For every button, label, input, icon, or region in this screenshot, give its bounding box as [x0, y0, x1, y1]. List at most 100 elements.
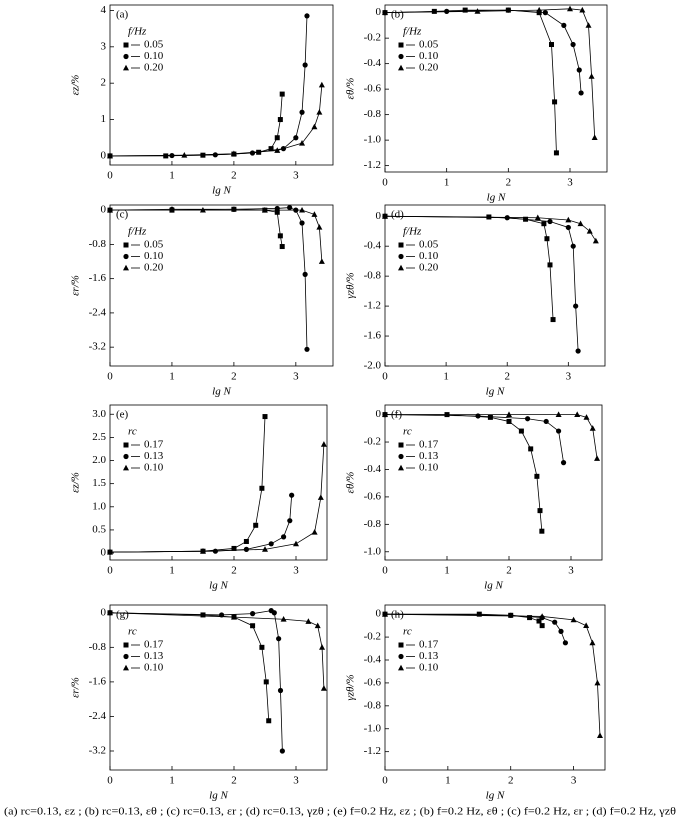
marker — [543, 418, 549, 425]
series-line — [384, 613, 601, 736]
marker — [259, 644, 265, 650]
marker — [525, 416, 531, 422]
marker — [271, 610, 277, 616]
marker — [561, 22, 567, 28]
legend-label: 0.05 — [419, 239, 439, 251]
marker — [293, 135, 299, 141]
marker — [299, 139, 306, 146]
x-tick-label: 0 — [107, 565, 113, 577]
marker — [320, 441, 327, 447]
marker — [299, 206, 306, 213]
y-tick-label: 1 — [101, 113, 107, 125]
marker — [539, 528, 545, 534]
legend-label: 0.10 — [144, 662, 164, 674]
legend-label: 0.05 — [144, 239, 164, 251]
marker — [274, 209, 280, 215]
legend-label: 0.05 — [144, 39, 164, 51]
y-tick-label: -0.8 — [364, 518, 382, 530]
y-tick-label: 2.5 — [92, 431, 106, 443]
marker — [316, 224, 323, 230]
legend-label: 0.13 — [144, 650, 164, 662]
y-tick-label: -1.2 — [364, 300, 381, 312]
marker — [123, 253, 129, 260]
marker — [552, 99, 558, 105]
marker — [565, 216, 572, 223]
marker — [506, 411, 512, 418]
marker — [268, 146, 274, 152]
legend-label: 0.05 — [419, 39, 439, 51]
marker — [462, 7, 468, 13]
y-axis-label: εz/% — [70, 472, 82, 493]
x-tick-label: 2 — [504, 371, 510, 383]
marker — [534, 473, 540, 479]
marker — [398, 453, 404, 460]
marker — [289, 492, 295, 498]
x-tick-label: 3 — [293, 775, 299, 787]
marker — [398, 53, 404, 60]
marker — [304, 346, 310, 352]
marker — [398, 64, 404, 71]
marker — [107, 152, 113, 159]
y-tick-label: 0.5 — [92, 523, 106, 535]
marker — [577, 220, 584, 227]
marker — [583, 414, 590, 420]
marker — [552, 619, 558, 625]
panel-label: (g) — [116, 609, 129, 621]
x-axis-label: lg N — [486, 386, 505, 398]
panel-label: (b) — [391, 9, 404, 21]
marker — [123, 64, 129, 71]
y-tick-label: 0 — [376, 408, 382, 420]
marker — [262, 414, 268, 420]
legend-label: 0.10 — [144, 250, 164, 262]
marker — [567, 5, 573, 12]
marker — [536, 618, 542, 624]
y-tick-label: 3.0 — [92, 408, 106, 420]
marker — [585, 22, 592, 28]
marker — [200, 548, 206, 554]
marker — [250, 623, 256, 629]
plot-frame — [109, 604, 328, 771]
marker — [556, 428, 562, 434]
y-axis-label: εr/% — [70, 677, 82, 698]
caption: (a) rc=0.13, εz ; (b) rc=0.13, εθ ; (c) … — [4, 806, 676, 818]
legend-title: f/Hz — [403, 226, 422, 238]
series-line — [109, 612, 325, 689]
marker — [266, 718, 272, 724]
marker — [398, 242, 404, 248]
marker — [107, 548, 113, 555]
marker — [506, 418, 512, 424]
y-tick-label: -2.4 — [89, 710, 107, 722]
marker — [123, 442, 129, 448]
marker — [231, 206, 237, 212]
marker — [123, 464, 129, 471]
legend-label: 0.17 — [144, 439, 164, 451]
x-tick-label: 2 — [231, 565, 237, 577]
marker — [536, 6, 543, 13]
marker — [279, 244, 285, 250]
marker — [476, 611, 482, 617]
marker — [318, 258, 325, 264]
plot-frame — [109, 204, 334, 367]
y-tick-label: 2.0 — [92, 454, 106, 466]
marker — [487, 414, 493, 420]
marker — [549, 42, 554, 48]
marker — [570, 616, 577, 623]
y-tick-label: -0.4 — [364, 654, 382, 666]
marker — [169, 206, 175, 212]
marker — [123, 653, 129, 660]
x-axis-label: lg N — [212, 185, 231, 197]
marker — [268, 541, 274, 547]
y-tick-label: -1.0 — [364, 545, 382, 557]
marker — [518, 428, 524, 434]
legend-label: 0.10 — [419, 250, 439, 262]
plot-frame — [384, 604, 606, 771]
marker — [231, 545, 237, 551]
marker — [555, 411, 562, 418]
marker — [279, 91, 285, 97]
legend-label: 0.10 — [144, 50, 164, 62]
panel-label: (c) — [116, 209, 129, 221]
marker — [253, 522, 259, 528]
series-line — [385, 414, 598, 459]
marker — [287, 204, 293, 211]
y-tick-label: -0.2 — [364, 436, 381, 448]
